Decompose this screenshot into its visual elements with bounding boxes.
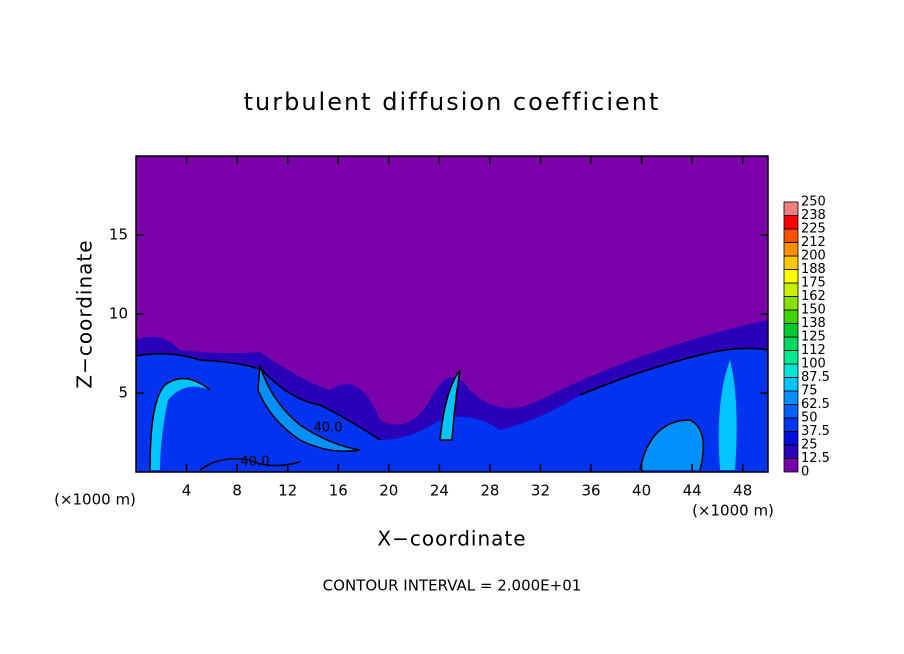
- colorbar-bin: [783, 323, 799, 338]
- colorbar-label: 238: [801, 208, 826, 223]
- x-tick-label: 32: [531, 482, 550, 500]
- colorbar-label: 138: [801, 316, 826, 331]
- colorbar-label: 250: [801, 195, 826, 210]
- x-axis-label: X−coordinate: [377, 527, 526, 551]
- colorbar-bin: [783, 431, 799, 446]
- colorbar-bin: [783, 444, 799, 459]
- x-tick-label: 20: [379, 482, 398, 500]
- x-tick-label: 12: [278, 482, 297, 500]
- colorbar-label: 200: [801, 249, 826, 264]
- colorbar-bin: [783, 282, 799, 297]
- y-tick-label: 5: [118, 384, 128, 402]
- colorbar-label: 212: [801, 235, 826, 250]
- colorbar-label: 50: [801, 411, 818, 426]
- colorbar-bin: [783, 350, 799, 365]
- contour-field: [136, 156, 768, 472]
- colorbar-label: 150: [801, 303, 826, 318]
- colorbar-bin: [783, 377, 799, 392]
- colorbar-label: 87.5: [801, 370, 830, 385]
- colorbar-bin: [783, 417, 799, 432]
- x-tick-label: 48: [733, 482, 752, 500]
- colorbar-bin: [783, 201, 799, 216]
- colorbar-label: 225: [801, 222, 826, 237]
- x-tick-label: 4: [182, 482, 192, 500]
- colorbar-label: 100: [801, 357, 826, 372]
- colorbar-label: 188: [801, 262, 826, 277]
- colorbar-bin: [783, 269, 799, 284]
- colorbar-bin: [783, 390, 799, 405]
- x-tick-label: 28: [480, 482, 499, 500]
- colorbar-bin: [783, 228, 799, 243]
- x-tick-label: 36: [581, 482, 600, 500]
- contour-label: 40.0: [314, 421, 343, 436]
- colorbar-label: 37.5: [801, 424, 830, 439]
- colorbar-label: 162: [801, 289, 826, 304]
- colorbar-label: 75: [801, 384, 818, 399]
- x-unit: (×1000 m): [54, 491, 136, 509]
- colorbar-bin: [783, 215, 799, 230]
- x-tick-label: 40: [632, 482, 651, 500]
- x-tick-label: 44: [683, 482, 702, 500]
- colorbar-bin: [783, 363, 799, 378]
- colorbar-bin: [783, 242, 799, 257]
- chart-title: turbulent diffusion coefficient: [244, 88, 661, 116]
- colorbar-label: 175: [801, 276, 826, 291]
- colorbar-label: 25: [801, 438, 818, 453]
- colorbar-label: 125: [801, 330, 826, 345]
- x-tick-label: 16: [329, 482, 348, 500]
- x-tick-label: 24: [430, 482, 449, 500]
- colorbar-bin: [783, 404, 799, 419]
- footnote: CONTOUR INTERVAL = 2.000E+01: [323, 577, 582, 595]
- colorbar-bin: [783, 296, 799, 311]
- y-tick-label: 10: [109, 305, 128, 323]
- colorbar-bin: [783, 309, 799, 324]
- colorbar-bin: [783, 458, 799, 473]
- colorbar-bin: [783, 336, 799, 351]
- y-tick-label: 15: [109, 226, 128, 244]
- colorbar-label: 62.5: [801, 397, 830, 412]
- colorbar-label: 112: [801, 343, 826, 358]
- y-axis-label: Z−coordinate: [73, 239, 97, 388]
- colorbar-label: 12.5: [801, 451, 830, 466]
- colorbar-label: 0: [801, 465, 809, 480]
- x-tick-label: 8: [232, 482, 242, 500]
- contour-label: 40.0: [241, 455, 270, 470]
- colorbar-bin: [783, 255, 799, 270]
- y-unit: (×1000 m): [692, 502, 774, 520]
